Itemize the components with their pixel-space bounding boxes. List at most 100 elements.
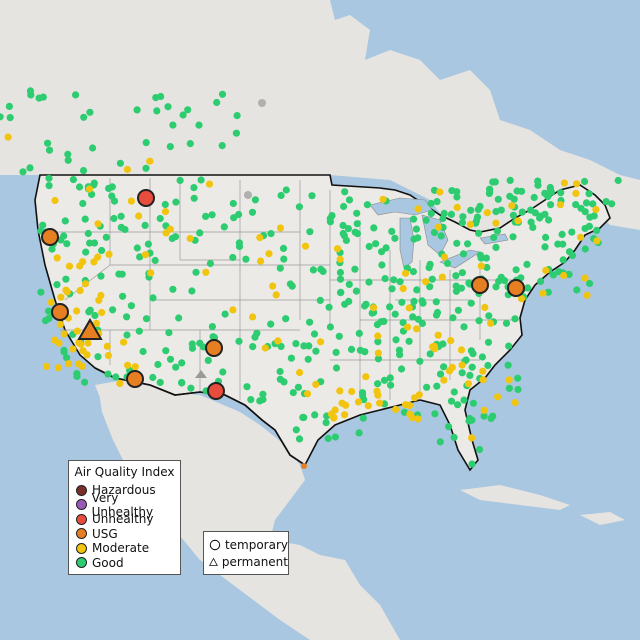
site-unhealthy-montana[interactable] [137, 189, 155, 207]
good-monitor-dot[interactable] [475, 229, 483, 237]
moderate-monitor-dot[interactable] [333, 245, 342, 253]
good-monitor-dot[interactable] [453, 193, 461, 201]
good-monitor-dot[interactable] [505, 384, 513, 392]
good-monitor-dot[interactable] [45, 174, 53, 182]
moderate-monitor-dot[interactable] [73, 307, 81, 315]
moderate-monitor-dot[interactable] [85, 185, 94, 193]
moderate-monitor-dot[interactable] [379, 195, 387, 203]
good-monitor-dot[interactable] [466, 371, 474, 379]
good-monitor-dot[interactable] [476, 251, 484, 259]
good-monitor-dot[interactable] [312, 347, 320, 355]
good-monitor-dot[interactable] [480, 412, 488, 420]
moderate-monitor-dot[interactable] [508, 202, 516, 210]
good-monitor-dot[interactable] [413, 286, 421, 294]
good-monitor-dot[interactable] [530, 193, 538, 202]
good-monitor-dot[interactable] [154, 360, 162, 369]
good-monitor-dot[interactable] [276, 367, 284, 376]
good-monitor-dot[interactable] [527, 218, 535, 226]
moderate-monitor-dot[interactable] [436, 188, 444, 196]
good-monitor-dot[interactable] [344, 225, 352, 233]
good-monitor-dot[interactable] [458, 219, 466, 227]
good-monitor-dot[interactable] [26, 164, 34, 172]
good-monitor-dot[interactable] [84, 229, 92, 238]
good-monitor-dot[interactable] [585, 222, 594, 230]
good-monitor-dot[interactable] [232, 129, 240, 137]
good-monitor-dot[interactable] [387, 381, 395, 389]
good-monitor-dot[interactable] [171, 233, 180, 241]
good-monitor-dot[interactable] [453, 188, 461, 196]
good-monitor-dot[interactable] [60, 348, 68, 356]
good-monitor-dot[interactable] [443, 259, 452, 267]
good-monitor-dot[interactable] [365, 278, 373, 286]
moderate-monitor-dot[interactable] [362, 373, 370, 381]
good-monitor-dot[interactable] [139, 347, 147, 356]
moderate-monitor-dot[interactable] [47, 298, 55, 306]
good-monitor-dot[interactable] [195, 121, 203, 129]
good-monitor-dot[interactable] [454, 306, 462, 314]
good-monitor-dot[interactable] [27, 91, 35, 99]
moderate-monitor-dot[interactable] [127, 197, 135, 205]
good-monitor-dot[interactable] [230, 214, 238, 222]
good-monitor-dot[interactable] [458, 269, 466, 277]
good-monitor-dot[interactable] [436, 438, 444, 446]
moderate-monitor-dot[interactable] [505, 376, 513, 384]
moderate-monitor-dot[interactable] [4, 133, 12, 141]
good-monitor-dot[interactable] [82, 248, 90, 256]
good-monitor-dot[interactable] [491, 178, 499, 186]
good-monitor-dot[interactable] [162, 347, 170, 355]
moderate-monitor-dot[interactable] [539, 289, 547, 297]
moderate-monitor-dot[interactable] [84, 339, 92, 347]
moderate-monitor-dot[interactable] [103, 342, 111, 350]
good-monitor-dot[interactable] [458, 369, 466, 377]
good-monitor-dot[interactable] [123, 313, 131, 321]
good-monitor-dot[interactable] [209, 333, 217, 341]
good-monitor-dot[interactable] [370, 224, 378, 232]
site-usg-southern-california[interactable] [126, 370, 144, 388]
good-monitor-dot[interactable] [581, 177, 589, 186]
good-monitor-dot[interactable] [109, 306, 117, 314]
good-monitor-dot[interactable] [282, 315, 290, 323]
good-monitor-dot[interactable] [172, 198, 180, 206]
moderate-monitor-dot[interactable] [94, 220, 102, 228]
good-monitor-dot[interactable] [322, 419, 330, 427]
moderate-monitor-dot[interactable] [401, 269, 410, 277]
good-monitor-dot[interactable] [345, 196, 354, 204]
good-monitor-dot[interactable] [397, 365, 406, 373]
good-monitor-dot[interactable] [97, 272, 105, 280]
moderate-monitor-dot[interactable] [408, 414, 416, 422]
moderate-monitor-dot[interactable] [146, 157, 154, 165]
good-monitor-dot[interactable] [136, 253, 144, 261]
good-monitor-dot[interactable] [186, 140, 194, 148]
good-monitor-dot[interactable] [166, 143, 174, 151]
good-monitor-dot[interactable] [353, 230, 362, 238]
good-monitor-dot[interactable] [399, 319, 407, 327]
good-monitor-dot[interactable] [105, 184, 113, 192]
moderate-monitor-dot[interactable] [166, 225, 174, 233]
good-monitor-dot[interactable] [365, 242, 373, 251]
moderate-monitor-dot[interactable] [105, 250, 113, 258]
moderate-monitor-dot[interactable] [458, 361, 466, 369]
good-monitor-dot[interactable] [110, 214, 118, 223]
good-monitor-dot[interactable] [391, 234, 399, 242]
good-monitor-dot[interactable] [459, 250, 468, 258]
good-monitor-dot[interactable] [388, 285, 396, 293]
good-monitor-dot[interactable] [79, 199, 87, 208]
good-monitor-dot[interactable] [247, 396, 255, 404]
good-monitor-dot[interactable] [386, 374, 394, 382]
good-monitor-dot[interactable] [229, 253, 237, 262]
good-monitor-dot[interactable] [518, 208, 526, 216]
good-monitor-dot[interactable] [135, 327, 143, 335]
moderate-monitor-dot[interactable] [95, 296, 103, 304]
good-monitor-dot[interactable] [110, 197, 119, 205]
good-monitor-dot[interactable] [98, 246, 106, 255]
moderate-monitor-dot[interactable] [374, 349, 382, 357]
good-monitor-dot[interactable] [94, 353, 102, 361]
moderate-monitor-dot[interactable] [364, 402, 372, 410]
good-monitor-dot[interactable] [395, 346, 403, 354]
moderate-monitor-dot[interactable] [583, 291, 591, 299]
good-monitor-dot[interactable] [531, 209, 539, 217]
good-monitor-dot[interactable] [48, 245, 56, 253]
good-monitor-dot[interactable] [79, 167, 88, 175]
moderate-monitor-dot[interactable] [422, 278, 430, 286]
moderate-monitor-dot[interactable] [581, 274, 589, 282]
